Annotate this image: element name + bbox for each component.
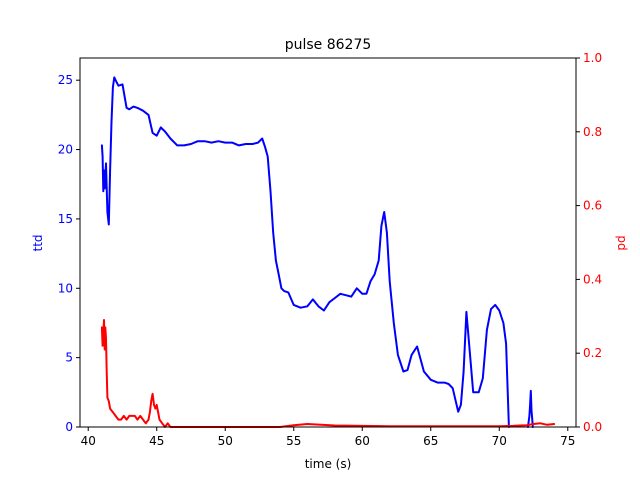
x-tick-label: 40 [81, 434, 96, 448]
right-tick-label: 0.8 [583, 125, 602, 139]
right-tick-label: 0.4 [583, 272, 602, 286]
x-axis-ticks: 40 45 50 55 60 65 70 75 [81, 427, 575, 448]
left-tick-label: 10 [58, 281, 73, 295]
chart-title: pulse 86275 [285, 37, 372, 53]
left-tick-label: 5 [65, 351, 73, 365]
right-tick-label: 1.0 [583, 51, 602, 65]
ttd-series-line [527, 389, 534, 428]
right-axis-ticks: 0.0 0.2 0.4 0.6 0.8 1.0 [576, 51, 602, 434]
x-tick-label: 60 [355, 434, 370, 448]
x-axis-label: time (s) [305, 457, 352, 471]
left-axis-ticks: 0 5 10 15 20 25 [58, 73, 80, 434]
x-tick-label: 45 [149, 434, 164, 448]
x-tick-label: 55 [286, 434, 301, 448]
x-tick-label: 50 [218, 434, 233, 448]
plot-lines [100, 76, 556, 428]
left-tick-label: 25 [58, 73, 73, 87]
left-tick-label: 0 [65, 420, 73, 434]
x-tick-label: 65 [423, 434, 438, 448]
right-tick-label: 0.0 [583, 420, 602, 434]
plot-frame [79, 57, 577, 428]
right-axis-label: pd [614, 235, 628, 250]
right-tick-label: 0.6 [583, 199, 602, 213]
ttd-series-line [100, 76, 510, 428]
pd-series-line [100, 319, 556, 428]
left-tick-label: 15 [58, 212, 73, 226]
x-tick-label: 75 [560, 434, 575, 448]
left-tick-label: 20 [58, 143, 73, 157]
right-tick-label: 0.2 [583, 346, 602, 360]
x-tick-label: 70 [492, 434, 507, 448]
left-axis-label: ttd [31, 234, 45, 251]
